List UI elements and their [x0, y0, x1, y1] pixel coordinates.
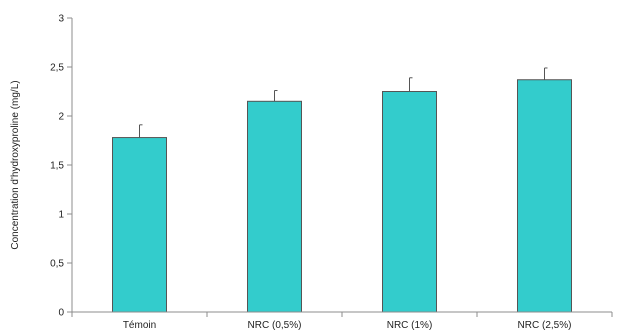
y-tick-label: 1 [58, 210, 64, 221]
y-axis-title: Concentration d'hydroxyproline (mg/L) [10, 80, 21, 249]
x-tick-label: Témoin [123, 320, 156, 331]
x-tick-label: NRC (0,5%) [248, 320, 302, 331]
bar [382, 91, 437, 313]
y-tick-label: 2 [58, 112, 64, 123]
bar [112, 137, 167, 313]
x-tick-label: NRC (1%) [387, 320, 433, 331]
y-tick-label: 2,5 [50, 63, 64, 74]
y-tick-label: 0 [58, 308, 64, 319]
bars [112, 67, 572, 313]
y-tick-label: 3 [58, 14, 64, 25]
bar [517, 79, 572, 313]
y-tick-label: 1,5 [50, 161, 64, 172]
x-axis-ticks: Témoin NRC (0,5%) NRC (1%) NRC (2,5%) [71, 312, 613, 331]
bar [247, 100, 302, 313]
x-tick-label: NRC (2,5%) [518, 320, 572, 331]
y-tick-label: 0,5 [50, 259, 64, 270]
y-axis-ticks: 0 0,5 1 1,5 2 2,5 3 [50, 14, 72, 319]
